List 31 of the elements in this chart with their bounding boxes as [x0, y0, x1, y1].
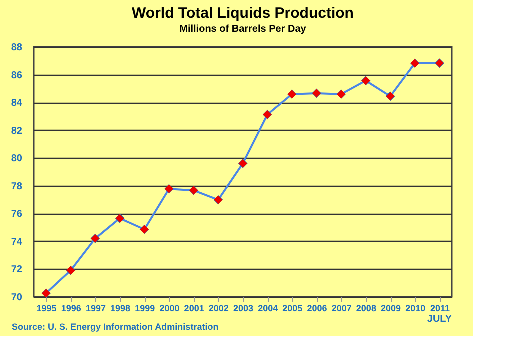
y-tick-label: 74: [11, 236, 23, 248]
x-tick-label: 2011: [430, 304, 450, 314]
y-tick-label: 80: [11, 154, 23, 165]
x-tick-label: 2002: [208, 304, 229, 314]
y-tick-label: 84: [11, 98, 23, 110]
y-tick-label: 70: [11, 292, 23, 304]
y-tick-label: 86: [11, 70, 23, 82]
x-tick-label: 2009: [381, 304, 402, 314]
x-tick-label: 2003: [233, 304, 254, 314]
x-tick-label: 1999: [135, 304, 156, 314]
y-tick-label: 72: [11, 264, 23, 276]
chart-title: World Total Liquids Production: [132, 5, 354, 22]
x-tick-label: 2007: [332, 304, 352, 314]
y-tick-label: 76: [11, 209, 23, 220]
y-tick-label: 88: [11, 42, 23, 54]
x-tick-label: 2006: [307, 304, 328, 314]
x-tick-label: 2010: [406, 304, 426, 314]
x-tick-label: 2001: [184, 304, 204, 314]
x-tick-label: 1996: [61, 304, 82, 314]
x-tick-label: 1997: [86, 304, 106, 314]
x-tick-label: 2000: [160, 304, 180, 314]
y-tick-label: 78: [11, 181, 23, 192]
source-note: Source: U. S. Energy Information Administration: [12, 322, 219, 332]
y-tick-label: 82: [11, 126, 23, 137]
x-tick-label: 2008: [356, 304, 376, 314]
x-tick-label: 2004: [258, 304, 278, 314]
chart-subtitle: Millions of Barrels Per Day: [180, 24, 307, 35]
x-tick-label: 1998: [110, 304, 131, 314]
x-tick-label: 1995: [36, 304, 57, 314]
text: JULY: [427, 314, 452, 325]
x-tick-label: 2005: [282, 304, 303, 314]
